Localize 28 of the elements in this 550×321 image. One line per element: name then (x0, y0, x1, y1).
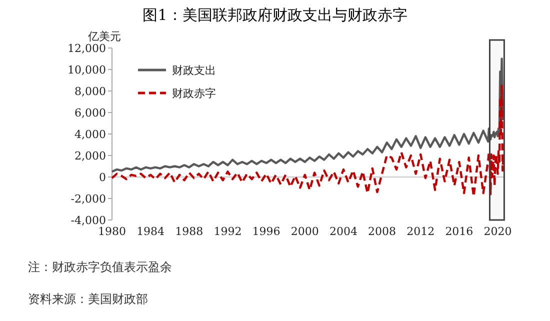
x-tick-label: 2004 (329, 225, 358, 238)
text: 注：财政赤字负值表示盈余 (28, 260, 172, 274)
x-tick-label: 1992 (214, 225, 242, 238)
x-tick-label: 1988 (175, 225, 204, 238)
y-tick-label: 10,000 (68, 64, 106, 76)
y-tick-label: 6,000 (74, 106, 106, 120)
x-tick-label: 1984 (136, 225, 165, 238)
x-tick-label: 2008 (368, 225, 396, 238)
y-tick-label: 12,000 (68, 42, 106, 55)
y-tick-label: 8,000 (74, 85, 106, 98)
y-axis-title: 亿美元 (87, 30, 121, 43)
legend-label: 财政赤字 (172, 87, 216, 100)
text: 资料来源：美国财政部 (28, 292, 148, 306)
y-tick-label: -4,000 (70, 214, 106, 227)
x-tick-label: 1980 (98, 225, 126, 238)
x-tick-label: 2016 (445, 225, 474, 238)
line-series (110, 83, 504, 198)
x-tick-label: 2012 (406, 225, 435, 238)
x-tick-label: 1996 (252, 225, 280, 238)
chart-title: 图1：美国联邦政府财政支出与财政赤字 (142, 6, 408, 24)
y-tick-label: 0 (99, 171, 106, 184)
x-tick-label: 2020 (484, 225, 512, 238)
legend-label: 财政支出 (172, 64, 216, 77)
y-tick-label: 4,000 (74, 128, 106, 141)
line-series (110, 58, 504, 173)
y-tick-label: 2,000 (74, 150, 106, 162)
y-tick-label: -2,000 (70, 192, 106, 206)
x-tick-label: 2000 (290, 225, 319, 238)
